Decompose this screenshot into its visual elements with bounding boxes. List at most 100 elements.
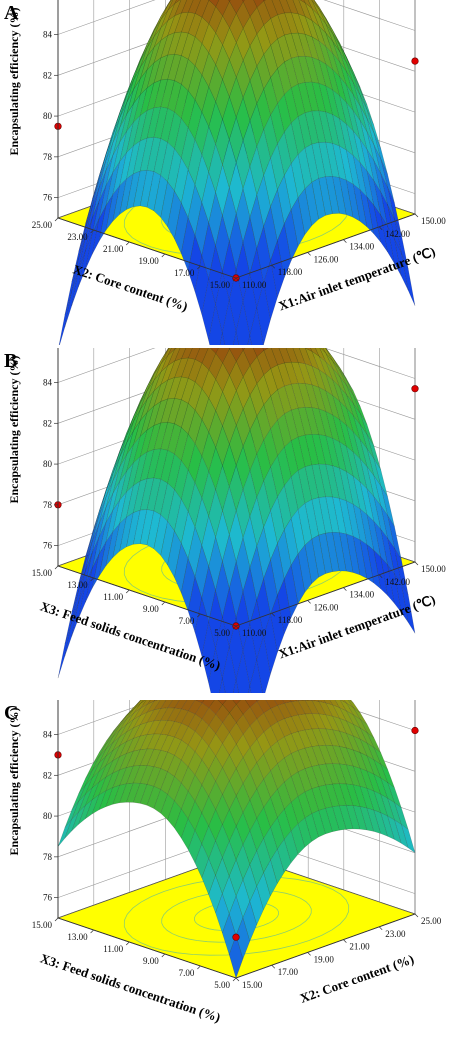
x-tick-label: 110.00 bbox=[242, 280, 267, 290]
surface-cell bbox=[233, 331, 239, 345]
x-ticks: 110.00 118.00 126.00 134.00 142.00 150.00 bbox=[235, 213, 446, 290]
z-axis-label: Encapsulating efficiency (%) bbox=[7, 356, 21, 504]
z-tick-label: 78 bbox=[43, 852, 53, 862]
y-tick-mark bbox=[90, 577, 94, 582]
y-tick-label: 15.00 bbox=[210, 280, 231, 290]
z-ticks: 76788082848688 bbox=[43, 30, 58, 203]
y-tick-label: 9.00 bbox=[143, 604, 159, 614]
y-tick-label: 5.00 bbox=[214, 628, 230, 638]
surface-cell bbox=[58, 291, 72, 345]
surface-cell bbox=[241, 348, 246, 351]
y-tick-label: 13.00 bbox=[67, 580, 88, 590]
y-tick-label: 11.00 bbox=[103, 592, 123, 602]
y-axis-label: X2: Core content (%) bbox=[71, 261, 190, 313]
y-tick-mark bbox=[161, 601, 166, 606]
frame-edge bbox=[57, 917, 237, 979]
x-tick-label: 17.00 bbox=[278, 967, 299, 977]
surface-cell bbox=[233, 679, 239, 693]
y-tick-mark bbox=[125, 241, 130, 246]
x-tick-label: 134.00 bbox=[349, 590, 374, 600]
panel-label: A bbox=[4, 2, 19, 24]
y-tick-mark bbox=[54, 565, 59, 570]
x-tick-label: 150.00 bbox=[421, 216, 446, 226]
box-frame bbox=[57, 700, 416, 979]
surface-cell bbox=[247, 335, 252, 345]
x-tick-mark bbox=[271, 264, 276, 269]
x-tick-label: 23.00 bbox=[385, 929, 406, 939]
surface-plot-c: 7678808284868815.0017.0019.0021.0023.002… bbox=[7, 700, 442, 1025]
surface-cell bbox=[232, 700, 241, 705]
x-tick-mark bbox=[414, 213, 419, 218]
y-tick-label: 5.00 bbox=[214, 980, 230, 990]
y-tick-mark bbox=[54, 217, 59, 222]
y-tick-label: 25.00 bbox=[32, 220, 53, 230]
grid-line bbox=[57, 0, 416, 35]
design-point bbox=[411, 57, 419, 65]
y-tick-mark bbox=[161, 953, 166, 958]
y-ticks: 5.00 7.00 9.00 11.00 13.00 15.00 bbox=[32, 565, 237, 638]
y-tick-label: 9.00 bbox=[143, 956, 159, 966]
z-tick-label: 78 bbox=[43, 500, 53, 510]
x-tick-mark bbox=[271, 964, 276, 969]
grid-line bbox=[57, 348, 416, 383]
box-frame bbox=[57, 348, 416, 627]
x-tick-mark bbox=[343, 939, 347, 943]
surface-plot-a: 76788082848688110.00118.00126.00134.0014… bbox=[7, 0, 446, 345]
x-tick-label: 25.00 bbox=[421, 916, 442, 926]
z-tick-label: 76 bbox=[43, 893, 53, 903]
x-tick-mark bbox=[271, 612, 276, 617]
y-tick-label: 19.00 bbox=[139, 256, 160, 266]
box-frame bbox=[57, 0, 416, 279]
surface-cell bbox=[249, 308, 264, 345]
z-tick-label: 78 bbox=[43, 152, 53, 162]
y-tick-mark bbox=[54, 917, 59, 922]
frame-edge bbox=[57, 565, 237, 627]
z-tick-label: 84 bbox=[43, 378, 53, 388]
frame-edge bbox=[235, 913, 416, 979]
frame-edge bbox=[57, 217, 237, 279]
x-tick-label: 142.00 bbox=[385, 229, 410, 239]
surface-cell bbox=[208, 304, 223, 345]
surface-cell bbox=[248, 686, 252, 693]
y-ticks: 15.00 17.00 19.00 21.00 23.00 25.00 bbox=[32, 217, 237, 290]
x-tick-label: 15.00 bbox=[242, 980, 263, 990]
response-surface bbox=[57, 348, 416, 693]
z-tick-label: 80 bbox=[43, 459, 53, 469]
design-point bbox=[411, 385, 419, 393]
x-tick-label: 150.00 bbox=[421, 564, 446, 574]
y-tick-label: 23.00 bbox=[67, 232, 88, 242]
x-tick-label: 134.00 bbox=[349, 242, 374, 252]
surface-cell bbox=[262, 348, 269, 351]
surface-plot-b: 76788082848688110.00118.00126.00134.0014… bbox=[7, 348, 446, 693]
y-tick-mark bbox=[197, 265, 201, 270]
x-tick-mark bbox=[414, 561, 419, 566]
y-tick-label: 17.00 bbox=[174, 268, 195, 278]
y-tick-label: 21.00 bbox=[103, 244, 124, 254]
response-surface bbox=[57, 700, 416, 979]
y-tick-mark bbox=[90, 229, 94, 234]
chart-panel-b: B 76788082848688110.00118.00126.00134.00… bbox=[0, 348, 474, 693]
y-tick-mark bbox=[197, 613, 201, 618]
x-tick-label: 19.00 bbox=[314, 954, 335, 964]
x-tick-mark bbox=[343, 239, 347, 243]
z-ticks: 76788082848688 bbox=[43, 378, 58, 551]
x-tick-label: 126.00 bbox=[314, 602, 339, 612]
x-tick-label: 118.00 bbox=[278, 615, 303, 625]
y-tick-mark bbox=[232, 977, 237, 982]
x-tick-mark bbox=[378, 574, 383, 579]
x-tick-mark bbox=[307, 952, 311, 956]
x-tick-mark bbox=[235, 977, 240, 982]
z-tick-label: 82 bbox=[43, 770, 52, 780]
x-tick-label: 21.00 bbox=[349, 942, 370, 952]
y-tick-label: 7.00 bbox=[179, 968, 195, 978]
x-ticks: 110.00 118.00 126.00 134.00 142.00 150.00 bbox=[235, 561, 446, 638]
y-tick-mark bbox=[90, 929, 94, 934]
design-point bbox=[232, 933, 240, 941]
x-tick-label: 126.00 bbox=[314, 254, 339, 264]
x-tick-label: 110.00 bbox=[242, 628, 267, 638]
y-tick-mark bbox=[197, 965, 201, 970]
x-tick-mark bbox=[414, 913, 419, 918]
y-tick-label: 13.00 bbox=[67, 932, 88, 942]
surface-cell bbox=[64, 270, 79, 328]
z-tick-label: 80 bbox=[43, 111, 53, 121]
